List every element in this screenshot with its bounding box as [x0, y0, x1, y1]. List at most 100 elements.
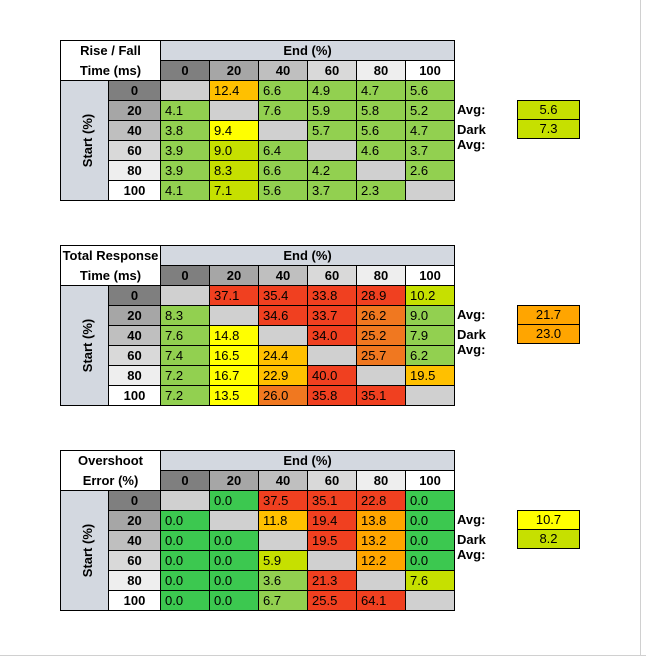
heatmap-cell: 4.1 [160, 180, 211, 201]
empty-diagonal-cell [404, 385, 456, 406]
heatmap-cell: 3.7 [307, 180, 358, 201]
empty-diagonal-cell [405, 590, 456, 611]
heatmap-cell: 9.4 [209, 120, 260, 141]
table-row: 20 4.1 7.6 5.9 5.8 5.2 [61, 100, 456, 121]
table-row: 100 7.2 13.5 26.0 35.8 35.1 [61, 385, 456, 406]
dark-avg-value: 23.0 [517, 324, 580, 344]
empty-diagonal-cell [209, 305, 259, 326]
start-level-header: 100 [108, 385, 161, 406]
heatmap-cell: 35.8 [307, 385, 357, 406]
end-level-header: 20 [209, 60, 260, 81]
end-level-header: 80 [356, 265, 406, 286]
avg-label: Avg: [457, 512, 486, 527]
heatmap-cell: 34.6 [258, 305, 308, 326]
table-row: 60 3.9 9.0 6.4 4.6 3.7 [61, 140, 456, 161]
empty-diagonal-cell [160, 490, 211, 511]
table-row: 80 0.0 0.0 3.6 21.3 7.6 [61, 570, 456, 591]
empty-diagonal-cell [160, 285, 210, 306]
table-row: Start (%) 0 12.4 6.6 4.9 4.7 5.6 [60, 80, 456, 201]
dark-avg-value: 8.2 [517, 529, 580, 549]
empty-diagonal-cell [209, 100, 260, 121]
end-axis-label: End (%) [160, 40, 456, 61]
end-level-header: 0 [160, 470, 211, 491]
start-axis-label: Start (%) [80, 523, 96, 578]
heatmap-cell: 28.9 [356, 285, 406, 306]
end-level-header: 80 [356, 470, 407, 491]
heatmap-cell: 2.3 [356, 180, 407, 201]
empty-diagonal-cell [160, 80, 211, 101]
start-level-header: 80 [107, 160, 162, 181]
heatmap-cell: 35.4 [258, 285, 308, 306]
heatmap-cell: 19.5 [307, 530, 358, 551]
heatmap-cell: 34.0 [307, 325, 357, 346]
heatmap-cell: 13.2 [356, 530, 407, 551]
heatmap-cell: 2.6 [405, 160, 456, 181]
avg-label: Avg: [457, 102, 486, 117]
avg-label: Avg: [457, 307, 486, 322]
dark-avg-value: 7.3 [517, 119, 580, 139]
heatmap-cell: 3.7 [405, 140, 456, 161]
heatmap-table: Total Response End (%) Time (ms) 0 20 40 60 80 1… [60, 245, 456, 406]
start-level-header: 40 [108, 325, 161, 346]
heatmap-cell: 5.8 [356, 100, 407, 121]
end-level-header: 60 [307, 60, 358, 81]
heatmap-cell: 0.0 [160, 550, 211, 571]
table-row: 80 7.2 16.7 22.9 40.0 19.5 [61, 365, 456, 386]
table-row: 60 0.0 0.0 5.9 12.2 0.0 [61, 550, 456, 571]
table-row: 100 0.0 0.0 6.7 25.5 64.1 [61, 590, 456, 611]
heatmap-cell: 7.2 [160, 385, 210, 406]
chart-title-line1: Overshoot [59, 450, 162, 471]
heatmap-table: Overshoot End (%) Error (%) 0 20 40 60 80 100 Sta… [59, 450, 456, 611]
heatmap-cell: 0.0 [405, 490, 456, 511]
empty-diagonal-cell [307, 550, 358, 571]
table-row: 20 8.3 34.6 33.7 26.2 9.0 [61, 305, 456, 326]
heatmap-cell: 12.2 [356, 550, 407, 571]
heatmap-cell: 37.5 [258, 490, 309, 511]
heatmap-cell: 7.4 [160, 345, 210, 366]
start-level-header: 0 [107, 490, 162, 511]
heatmap-cell: 6.6 [258, 80, 309, 101]
end-level-header: 40 [258, 265, 308, 286]
start-axis-label: Start (%) [80, 113, 96, 168]
heatmap-cell: 0.0 [160, 570, 211, 591]
heatmap-cell: 14.8 [209, 325, 259, 346]
end-level-header: 80 [356, 60, 407, 81]
heatmap-cell: 9.0 [209, 140, 260, 161]
heatmap-cell: 26.0 [258, 385, 308, 406]
start-axis-label: Start (%) [80, 318, 96, 373]
heatmap-cell: 6.6 [258, 160, 309, 181]
heatmap-cell: 4.6 [356, 140, 407, 161]
heatmap-cell: 4.7 [356, 80, 407, 101]
heatmap-cell: 5.9 [258, 550, 309, 571]
heatmap-cell: 3.6 [258, 570, 309, 591]
end-axis-label: End (%) [160, 450, 456, 471]
end-level-header: 20 [209, 470, 260, 491]
page-right-edge [640, 0, 641, 656]
end-level-header: 40 [258, 60, 309, 81]
heatmap-cell: 6.4 [258, 140, 309, 161]
empty-diagonal-cell [307, 140, 358, 161]
heatmap-cell: 12.4 [209, 80, 260, 101]
heatmap-cell: 10.2 [404, 285, 456, 306]
heatmap-cell: 0.0 [209, 550, 260, 571]
heatmap-cell: 0.0 [405, 550, 456, 571]
heatmap-cell: 26.2 [356, 305, 406, 326]
start-level-header: 80 [108, 365, 161, 386]
heatmap-cell: 35.1 [356, 385, 406, 406]
heatmap-cell: 19.5 [404, 365, 456, 386]
heatmap-cell: 6.7 [258, 590, 309, 611]
heatmap-cell: 0.0 [209, 530, 260, 551]
heatmap-cell: 5.7 [307, 120, 358, 141]
empty-diagonal-cell [258, 530, 309, 551]
heatmap-cell: 4.7 [405, 120, 456, 141]
start-level-header: 60 [107, 550, 162, 571]
heatmap-cell: 3.9 [160, 140, 211, 161]
heatmap-cell: 16.7 [209, 365, 259, 386]
table-row: 40 0.0 0.0 19.5 13.2 0.0 [61, 530, 456, 551]
heatmap-cell: 3.9 [160, 160, 211, 181]
heatmap-cell: 24.4 [258, 345, 308, 366]
avg-value: 21.7 [517, 305, 580, 325]
start-axis-cell: Start (%) [60, 490, 109, 611]
heatmap-cell: 0.0 [160, 530, 211, 551]
start-level-header: 60 [107, 140, 162, 161]
